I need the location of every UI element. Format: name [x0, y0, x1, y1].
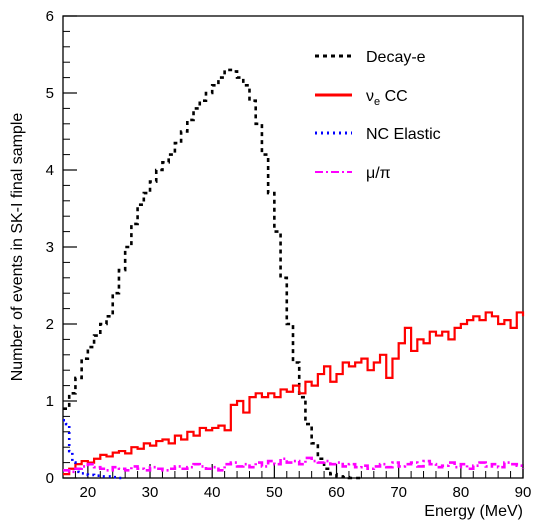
y-tick-label: 1	[46, 393, 54, 410]
axis-ticks: 20 30 40 50 60 70 80 90 0 1 2 3 4 5 6	[46, 8, 532, 501]
nc-elastic-series	[63, 418, 126, 480]
x-tick-label: 30	[142, 484, 159, 501]
legend-label-nc-elastic: NC Elastic	[366, 126, 441, 143]
y-tick-label: 5	[46, 85, 54, 102]
legend-label-nue-cc: νe CC	[366, 88, 408, 108]
x-tick-label: 90	[515, 484, 532, 501]
decay-e-series	[63, 68, 362, 480]
x-tick-label: 60	[328, 484, 345, 501]
plot-frame	[62, 15, 524, 479]
legend-label-mu-pi: μ/π	[366, 165, 391, 182]
y-tick-label: 0	[46, 470, 54, 487]
y-tick-label: 3	[46, 239, 54, 256]
y-tick-label: 4	[46, 162, 54, 179]
legend: Decay-e νe CC NC Elastic μ/π	[315, 49, 441, 182]
x-tick-label: 50	[266, 484, 283, 501]
y-tick-label: 2	[46, 316, 54, 333]
x-tick-label: 80	[452, 484, 469, 501]
x-axis-label: Energy (MeV)	[424, 503, 523, 520]
mu-pi-series	[63, 456, 525, 474]
y-tick-label: 6	[46, 8, 54, 25]
x-tick-label: 20	[80, 484, 97, 501]
x-tick-label: 70	[390, 484, 407, 501]
y-axis-label: Number of events in SK-I final sample	[9, 113, 26, 382]
series-layer	[63, 68, 525, 480]
x-tick-label: 40	[204, 484, 221, 501]
nue-cc-series	[63, 311, 525, 476]
legend-label-decay-e: Decay-e	[366, 49, 426, 66]
